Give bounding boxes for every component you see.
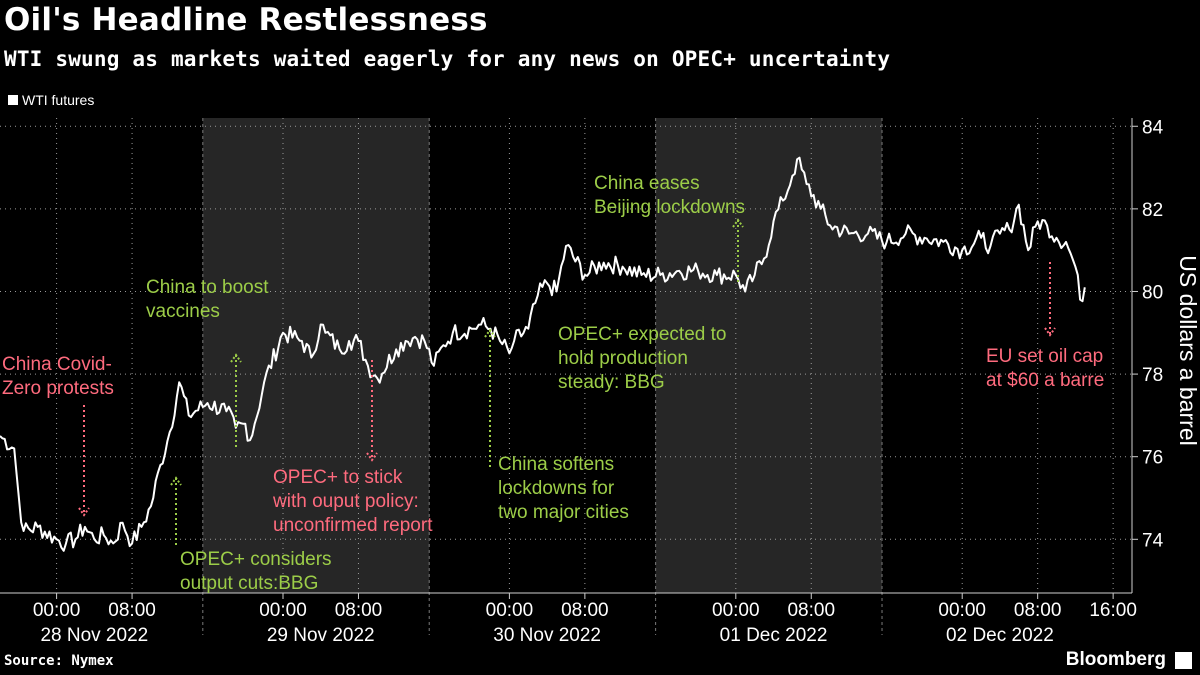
legend-label-wti: WTI futures: [22, 92, 95, 108]
x-tick-label: 08:00: [787, 600, 835, 621]
x-day-label: 28 Nov 2022: [40, 625, 148, 646]
legend-swatch-wti: [8, 95, 18, 105]
shaded-day-band: [202, 118, 430, 593]
x-tick-label: 00:00: [712, 600, 760, 621]
y-tick-label: 78: [1142, 365, 1163, 386]
x-day-label: 01 Dec 2022: [720, 625, 828, 646]
annotation-arrowhead: [230, 353, 242, 363]
x-day-label: 02 Dec 2022: [946, 625, 1054, 646]
x-day-label: 30 Nov 2022: [493, 625, 601, 646]
source-note: Source: Nymex: [4, 653, 114, 669]
x-tick-label: 00:00: [33, 600, 81, 621]
terminal-icon: [1175, 652, 1192, 669]
annotation: OPEC+ to stick with ouput policy: unconfir…: [272, 360, 433, 536]
series-line-wti: [0, 156, 1086, 552]
chart-subtitle: WTI swung as markets waited eagerly for …: [4, 47, 891, 71]
y-tick-label: 74: [1142, 530, 1164, 551]
annotation-text: unconfirmed report: [273, 515, 433, 536]
x-tick-label: 16:00: [1089, 600, 1137, 621]
annotation-text: two major cities: [498, 502, 629, 523]
annotation-arrowhead: [1044, 327, 1056, 337]
x-tick-label: 00:00: [259, 600, 307, 621]
annotation-arrowhead: [366, 452, 378, 462]
annotation-text: lockdowns for: [498, 478, 615, 499]
annotation-text: at $60 a barre: [986, 370, 1104, 391]
x-day-label: 29 Nov 2022: [267, 625, 375, 646]
annotation: OPEC+ considers output cuts:BBG: [170, 476, 332, 594]
annotation-text: Zero protests: [2, 378, 114, 399]
annotation-text: hold production: [558, 348, 688, 369]
annotation-text: OPEC+ to stick: [273, 467, 403, 488]
annotation: China to boost vaccines: [146, 277, 269, 448]
y-tick-label: 84: [1142, 117, 1164, 138]
y-tick-label: 82: [1142, 200, 1163, 221]
annotation-arrowhead: [732, 218, 744, 228]
x-tick-label: 08:00: [1014, 600, 1062, 621]
x-tick-label: 00:00: [938, 600, 986, 621]
annotation-text: China to boost: [146, 277, 269, 298]
annotation: China softens lockdowns for two major citi…: [484, 328, 629, 523]
x-tick-label: 08:00: [108, 600, 156, 621]
annotation-text: steady: BBG: [558, 372, 665, 393]
annotation: OPEC+ expected to hold production steady: …: [558, 324, 726, 393]
y-tick-label: 80: [1142, 282, 1163, 303]
x-tick-label: 08:00: [335, 600, 383, 621]
annotation-text: output cuts:BBG: [180, 573, 318, 594]
annotation-text: OPEC+ considers: [180, 549, 332, 570]
y-tick-label: 76: [1142, 448, 1163, 469]
annotation-arrowhead: [170, 476, 182, 486]
annotation: China Covid- Zero protests: [2, 354, 114, 517]
y-axis-title: US dollars a barrel: [1175, 255, 1200, 445]
x-tick-label: 08:00: [561, 600, 609, 621]
annotation-text: EU set oil cap: [986, 346, 1103, 367]
annotation-text: Beijing lockdowns: [594, 197, 745, 218]
annotation: EU set oil cap at $60 a barre: [986, 262, 1104, 391]
annotation-text: vaccines: [146, 301, 220, 322]
annotation-text: OPEC+ expected to: [558, 324, 726, 345]
legend: WTI futures: [8, 92, 94, 108]
annotation-text: with ouput policy:: [272, 491, 419, 512]
annotation: China eases Beijing lockdowns: [594, 173, 745, 282]
bloomberg-logo: Bloomberg: [1065, 649, 1166, 670]
annotation-text: China softens: [498, 454, 614, 475]
annotation-arrowhead: [484, 328, 496, 338]
annotation-text: China Covid-: [2, 354, 112, 375]
annotation-arrowhead: [78, 507, 90, 517]
x-tick-label: 00:00: [486, 600, 534, 621]
chart-title: Oil's Headline Restlessness: [4, 2, 488, 38]
shaded-day-band: [655, 118, 883, 593]
annotation-text: China eases: [594, 173, 700, 194]
